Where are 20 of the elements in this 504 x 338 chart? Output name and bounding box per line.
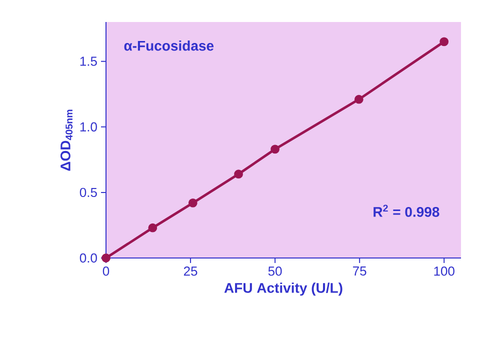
y-axis-title: ΔOD$_{405nm}$ [60,110,73,171]
x-axis-title: AFU Activity (U/L) [224,282,342,296]
point [270,144,280,154]
y-tick-label: 1.0 [80,122,97,132]
point [440,37,449,46]
y-tick-label: 1.5 [80,56,97,66]
annotation: R$^{2}$ = 0.998 [374,204,440,217]
point [188,198,198,208]
point [102,254,110,262]
point [354,94,364,104]
y-tick-label: 0.0 [80,253,97,263]
y-tick-label: 0.5 [80,188,97,198]
x-tick-label: 75 [353,266,366,276]
x-tick-label: 100 [434,266,454,276]
point [234,170,243,179]
point [148,223,158,232]
annotation: α-Fucosidase [124,40,214,51]
x-tick-label: 0 [102,266,110,276]
x-tick-label: 25 [184,266,198,276]
x-tick-label: 50 [268,266,282,276]
